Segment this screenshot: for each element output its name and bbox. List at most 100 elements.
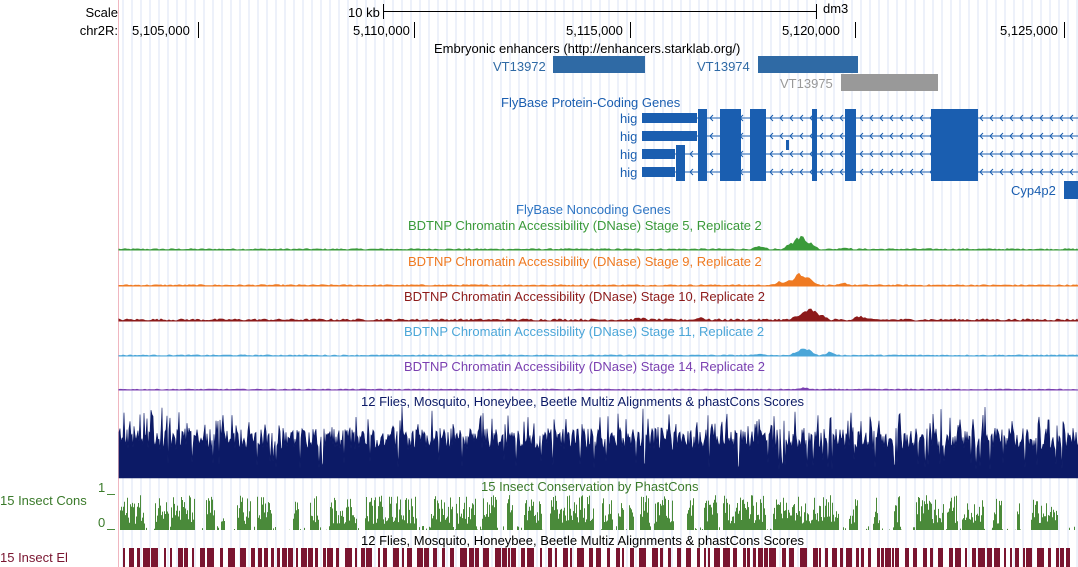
- conserved-element: [511, 548, 516, 567]
- exon: [786, 140, 789, 150]
- strand-arrow: [789, 168, 794, 176]
- transcript-label[interactable]: hig: [620, 147, 638, 162]
- exon: [931, 163, 978, 181]
- conserved-element: [570, 548, 572, 567]
- exon: [845, 145, 856, 163]
- enhancer-feature: [758, 56, 858, 73]
- transcript-label[interactable]: hig: [620, 129, 638, 144]
- enhancer-label[interactable]: VT13975: [780, 76, 833, 91]
- conserved-element: [143, 548, 150, 567]
- conserved-element: [846, 548, 852, 567]
- strand-arrow: [1049, 114, 1054, 122]
- enhancer-label[interactable]: VT13972: [493, 59, 546, 74]
- track-title-noncoding: FlyBase Noncoding Genes: [516, 202, 671, 217]
- conserved-element: [881, 548, 884, 567]
- conserved-element: [930, 548, 933, 567]
- enhancer-label[interactable]: VT13974: [697, 59, 750, 74]
- conserved-element: [555, 548, 557, 567]
- conserved-element: [769, 548, 776, 567]
- dnase-signal-stage5: [118, 235, 1078, 251]
- exon: [642, 149, 675, 159]
- strand-arrow: [779, 132, 784, 140]
- strand-arrow: [989, 150, 994, 158]
- track-title-multiz: 12 Flies, Mosquito, Honeybee, Beetle Mul…: [361, 394, 804, 409]
- conserved-element: [913, 548, 917, 567]
- gene-label-cyp4p2[interactable]: Cyp4p2: [1011, 183, 1056, 198]
- strand-arrow: [1049, 132, 1054, 140]
- strand-arrow: [769, 150, 774, 158]
- strand-arrow: [689, 150, 694, 158]
- conserved-element: [714, 548, 720, 567]
- conserved-element: [972, 548, 976, 567]
- transcript-label[interactable]: hig: [620, 111, 638, 126]
- strand-arrow: [909, 114, 914, 122]
- strand-arrow: [819, 132, 824, 140]
- conserved-element: [733, 548, 737, 567]
- strand-arrow: [869, 132, 874, 140]
- conserved-element: [475, 548, 479, 567]
- conserved-element: [856, 548, 859, 567]
- strand-arrow: [709, 168, 714, 176]
- strand-arrow: [859, 132, 864, 140]
- exon: [698, 163, 707, 181]
- conserved-element: [813, 548, 818, 567]
- conserved-element: [240, 548, 246, 567]
- transcript-label[interactable]: hig: [620, 165, 638, 180]
- conserved-element: [296, 548, 298, 567]
- strand-arrow: [839, 114, 844, 122]
- conserved-element: [704, 548, 706, 567]
- conserved-element: [1015, 548, 1019, 567]
- conserved-element: [596, 548, 601, 567]
- exon: [812, 145, 817, 163]
- strand-arrow: [1039, 168, 1044, 176]
- strand-arrow: [1029, 150, 1034, 158]
- conserved-element: [271, 548, 274, 567]
- track-title-dnase-stage5: BDTNP Chromatin Accessibility (DNase) St…: [408, 218, 762, 233]
- strand-arrow: [889, 168, 894, 176]
- strand-arrow: [1019, 132, 1024, 140]
- conserved-element: [123, 548, 125, 567]
- strand-arrow: [769, 168, 774, 176]
- strand-arrow: [909, 168, 914, 176]
- strand-arrow: [869, 150, 874, 158]
- conserved-element: [895, 548, 899, 567]
- conserved-element: [323, 548, 326, 567]
- ruler-position: 5,105,000: [132, 23, 190, 38]
- strand-arrow: [919, 114, 924, 122]
- strand-arrow: [879, 150, 884, 158]
- strand-arrow: [829, 114, 834, 122]
- enhancer-feature: [841, 74, 938, 91]
- conserved-element: [697, 548, 700, 567]
- conserved-element: [424, 548, 429, 567]
- exon: [698, 145, 707, 163]
- conserved-element: [747, 548, 750, 567]
- exon: [720, 127, 741, 145]
- conserved-element: [264, 548, 268, 567]
- strand-arrow: [909, 132, 914, 140]
- track-title-elements: 12 Flies, Mosquito, Honeybee, Beetle Mul…: [361, 533, 804, 548]
- exon: [698, 127, 707, 145]
- exon: [676, 163, 685, 181]
- conserved-element: [753, 548, 756, 567]
- conserved-element: [660, 548, 663, 567]
- ruler-position: 5,125,000: [1000, 23, 1058, 38]
- strand-arrow: [1019, 150, 1024, 158]
- conserved-element: [508, 548, 510, 567]
- conserved-element: [965, 548, 967, 567]
- enhancer-feature: [553, 56, 645, 73]
- strand-arrow: [829, 168, 834, 176]
- exon: [642, 167, 675, 177]
- conserved-element: [652, 548, 658, 567]
- strand-arrow: [999, 150, 1004, 158]
- conserved-element: [1037, 548, 1044, 567]
- conserved-element: [1056, 548, 1059, 567]
- strand-arrow: [1059, 150, 1064, 158]
- strand-arrow: [879, 114, 884, 122]
- conserved-element: [764, 548, 768, 567]
- strand-arrow: [899, 114, 904, 122]
- conserved-element: [178, 548, 183, 567]
- strand-arrow: [839, 150, 844, 158]
- conserved-element: [622, 548, 624, 567]
